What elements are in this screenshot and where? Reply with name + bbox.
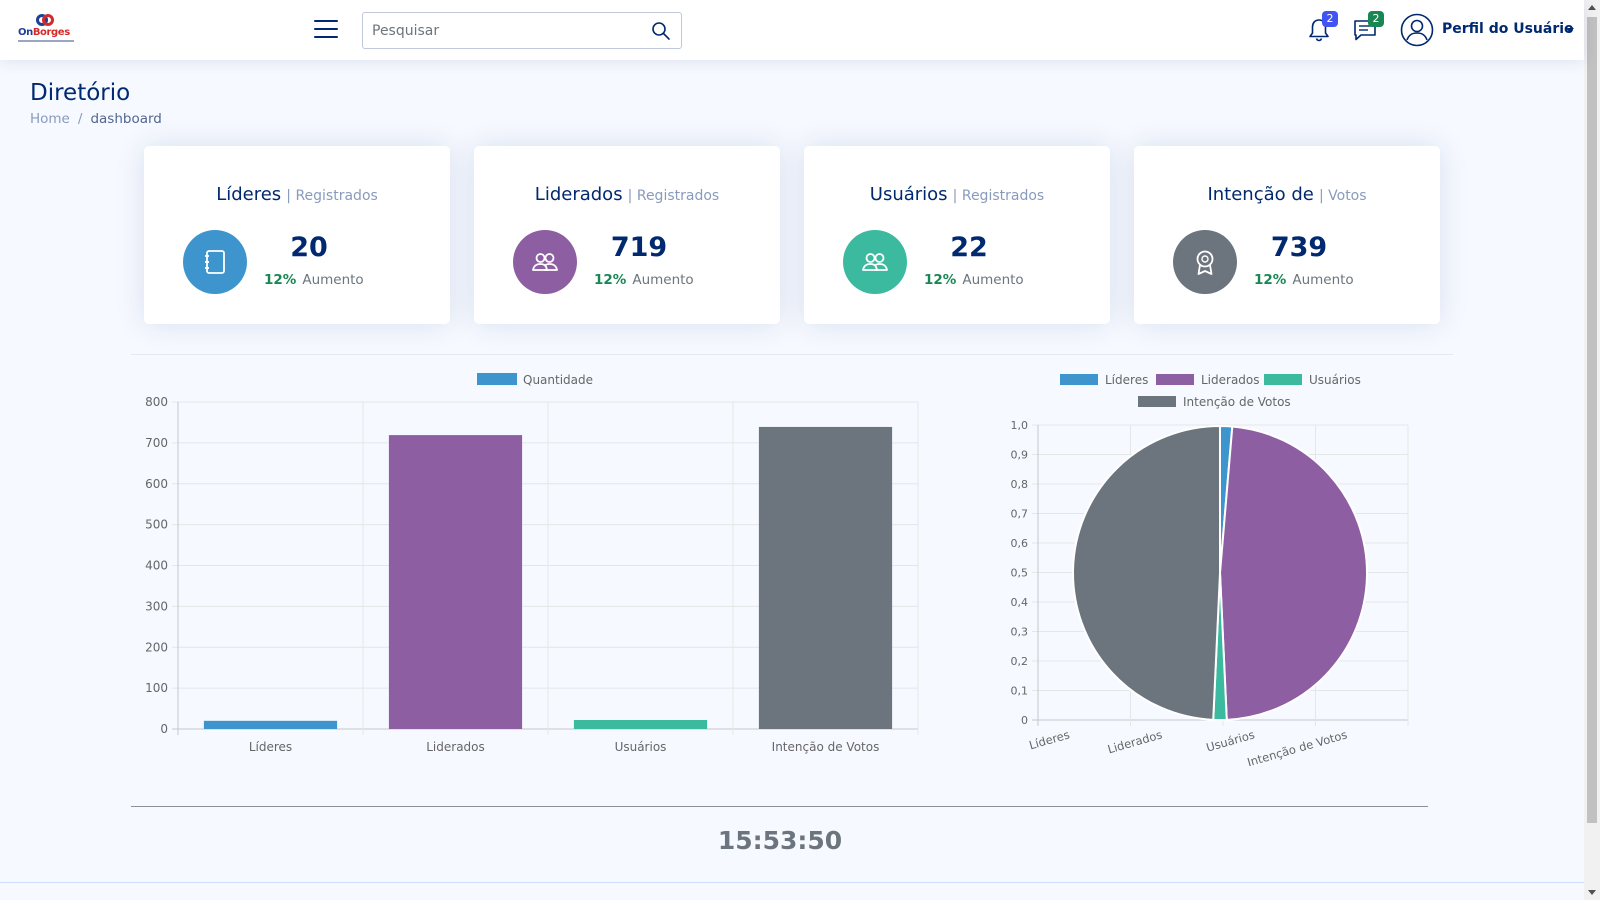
award-icon	[1173, 230, 1237, 294]
card-title: Líderes | Registrados	[216, 184, 378, 205]
top-header: OnBorges 2 2 Perfil do Usuário	[0, 0, 1584, 60]
y-tick-label: 0,3	[1011, 626, 1029, 639]
legend-label: Liderados	[1201, 373, 1260, 387]
card-liderados: Liderados | Registrados 719 12% Aumento	[474, 146, 780, 324]
card-title: Usuários | Registrados	[869, 184, 1045, 205]
y-tick-label: 0,2	[1011, 655, 1029, 668]
card-title: Intenção de | Votos	[1207, 184, 1367, 205]
y-tick-label: 700	[145, 436, 168, 450]
pie-slice	[1072, 424, 1221, 721]
card-lideres: Líderes | Registrados 20 12% Aumento	[144, 146, 450, 324]
clock: 15:53:50	[717, 826, 843, 855]
bar	[758, 426, 893, 729]
user-avatar-icon	[1400, 13, 1434, 47]
card-intencao-votos: Intenção de | Votos 739 12% Aumento	[1134, 146, 1440, 324]
messages-badge: 2	[1368, 11, 1384, 27]
x-tick-label: Liderados	[426, 740, 485, 754]
y-tick-label: 0,7	[1011, 508, 1029, 521]
footer-divider	[131, 806, 1428, 807]
bar-chart: Quantidade 0 100 200 300 400 500 600 700 800 Líder…	[145, 373, 919, 754]
page-title: Diretório	[30, 80, 131, 106]
card-increase: 12% Aumento	[1254, 272, 1354, 288]
search-input[interactable]	[363, 13, 643, 48]
scrollbar-thumb[interactable]	[1587, 17, 1597, 823]
card-value: 739	[1270, 232, 1328, 263]
y-tick-label: 800	[145, 395, 168, 409]
legend-swatch	[1138, 396, 1176, 407]
legend-label: Quantidade	[523, 373, 593, 387]
y-tick-label: 0,9	[1011, 449, 1029, 462]
y-tick-label: 0	[160, 722, 168, 736]
card-usuarios: Usuários | Registrados 22 12% Aumento	[804, 146, 1110, 324]
x-tick-label: Intenção de Votos	[772, 740, 880, 754]
pie-slice	[1218, 425, 1368, 721]
breadcrumb-separator: /	[77, 111, 83, 127]
scroll-down-arrow-icon[interactable]	[1588, 890, 1596, 895]
legend-label: Líderes	[1105, 373, 1148, 387]
y-tick-label: 0,1	[1011, 685, 1029, 698]
legend-swatch	[1156, 374, 1194, 385]
scroll-up-arrow-icon[interactable]	[1588, 5, 1596, 10]
breadcrumb: Home / dashboard	[30, 111, 162, 127]
onborges-logo[interactable]: OnBorges	[18, 14, 76, 46]
breadcrumb-current: dashboard	[90, 111, 162, 127]
x-tick-label: Liderados	[1106, 727, 1164, 756]
y-tick-label: 500	[145, 518, 168, 532]
x-tick-label: Intenção de Votos	[1246, 727, 1349, 769]
x-tick-label: Líderes	[1027, 727, 1071, 752]
legend-swatch	[1060, 374, 1098, 385]
search-icon[interactable]	[651, 21, 671, 41]
card-title: Liderados | Registrados	[534, 184, 720, 205]
y-tick-label: 400	[145, 559, 168, 573]
card-increase: 12% Aumento	[924, 272, 1024, 288]
y-tick-label: 600	[145, 477, 168, 491]
search-bar	[362, 12, 682, 49]
profile-name: Perfil do Usuário	[1442, 21, 1574, 37]
logo-text: OnBorges	[18, 27, 70, 38]
legend-swatch	[1264, 374, 1302, 385]
page-scrollbar[interactable]	[1584, 0, 1600, 900]
x-tick-label: Usuários	[615, 740, 667, 754]
y-tick-label: 0	[1021, 714, 1028, 727]
y-tick-label: 300	[145, 599, 168, 613]
legend-swatch	[477, 373, 517, 385]
y-tick-label: 0,6	[1011, 537, 1029, 550]
y-tick-label: 200	[145, 640, 168, 654]
notifications-badge: 2	[1322, 11, 1338, 27]
messages-chat-icon[interactable]: 2	[1352, 11, 1384, 43]
notifications-bell-icon[interactable]: 2	[1306, 11, 1338, 43]
section-divider	[131, 354, 1453, 355]
chevron-down-icon	[1566, 28, 1574, 33]
y-tick-label: 0,4	[1011, 596, 1029, 609]
logo-tagline	[18, 40, 74, 42]
y-tick-label: 1,0	[1011, 419, 1029, 432]
y-tick-label: 0,5	[1011, 567, 1029, 580]
legend-label: Usuários	[1309, 373, 1361, 387]
people-icon	[843, 230, 907, 294]
y-tick-label: 0,8	[1011, 478, 1029, 491]
legend-label: Intenção de Votos	[1183, 395, 1291, 409]
journal-icon	[183, 230, 247, 294]
bar	[573, 720, 708, 729]
card-value: 20	[290, 232, 328, 263]
page-title-block: Diretório	[30, 80, 130, 106]
footer-border	[0, 882, 1584, 883]
card-increase: 12% Aumento	[594, 272, 694, 288]
bar	[203, 720, 338, 729]
bar	[388, 435, 523, 729]
x-tick-label: Usuários	[1205, 727, 1257, 754]
y-tick-label: 100	[145, 681, 168, 695]
logo-rings-icon	[36, 14, 54, 28]
menu-toggle-icon[interactable]	[314, 19, 338, 39]
breadcrumb-home-link[interactable]: Home	[30, 111, 70, 127]
card-value: 22	[950, 232, 988, 263]
x-tick-label: Líderes	[249, 740, 292, 754]
card-increase: 12% Aumento	[264, 272, 364, 288]
people-icon	[513, 230, 577, 294]
card-value: 719	[610, 232, 668, 263]
